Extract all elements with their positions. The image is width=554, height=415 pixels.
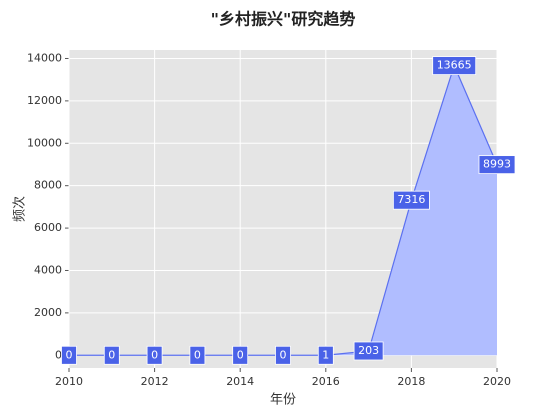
x-tick-label: 2010 (55, 375, 83, 388)
y-tick-label: 0 (55, 348, 62, 361)
y-tick-label: 10000 (27, 136, 62, 149)
y-axis-label: 频次 (12, 196, 28, 222)
data-label-text: 203 (358, 344, 379, 357)
data-label: 0 (61, 345, 77, 365)
data-label-box (353, 341, 384, 361)
data-label-box (275, 345, 291, 365)
x-axis-label: 年份 (270, 393, 296, 408)
data-label-text: 0 (151, 348, 158, 361)
y-tick-label: 4000 (34, 263, 62, 276)
data-label: 1 (317, 345, 334, 365)
y-tick-label: 8000 (34, 179, 62, 192)
x-tick-label: 2018 (397, 375, 425, 388)
chart-title: "乡村振兴"研究趋势 (211, 10, 356, 29)
data-label-box (146, 345, 163, 365)
x-tick-label: 2016 (312, 375, 340, 388)
x-tick-label: 2020 (483, 375, 511, 388)
data-label-box (392, 190, 430, 210)
data-label: 203 (353, 341, 384, 361)
data-label-text: 8993 (483, 158, 511, 171)
area (69, 65, 497, 356)
data-label-box (432, 56, 477, 75)
y-tick-label: 12000 (27, 94, 62, 107)
data-label-text: 0 (280, 348, 287, 361)
data-label-box (317, 345, 334, 365)
data-label: 0 (232, 345, 249, 365)
data-label: 8993 (478, 155, 516, 175)
data-label-text: 1 (322, 348, 329, 361)
data-label-box (232, 345, 249, 365)
data-label: 13665 (432, 56, 477, 75)
data-label-box (61, 345, 77, 365)
y-tick-label: 14000 (27, 51, 62, 64)
data-label-text: 0 (108, 348, 115, 361)
y-tick-label: 2000 (34, 306, 62, 319)
x-tick-label: 2012 (141, 375, 169, 388)
data-label: 0 (146, 345, 163, 365)
x-tick-label: 2014 (226, 375, 254, 388)
data-label-box (103, 345, 120, 365)
data-label: 0 (189, 345, 206, 365)
data-label-box (478, 155, 516, 175)
data-label-box (189, 345, 206, 365)
data-label-text: 7316 (397, 193, 425, 206)
data-label: 0 (103, 345, 120, 365)
data-label-text: 0 (237, 348, 244, 361)
data-label-text: 13665 (437, 59, 472, 72)
data-label: 0 (275, 345, 291, 365)
data-label-text: 0 (194, 348, 201, 361)
data-label: 7316 (392, 190, 430, 210)
data-label-text: 0 (66, 348, 73, 361)
y-tick-label: 6000 (34, 221, 62, 234)
